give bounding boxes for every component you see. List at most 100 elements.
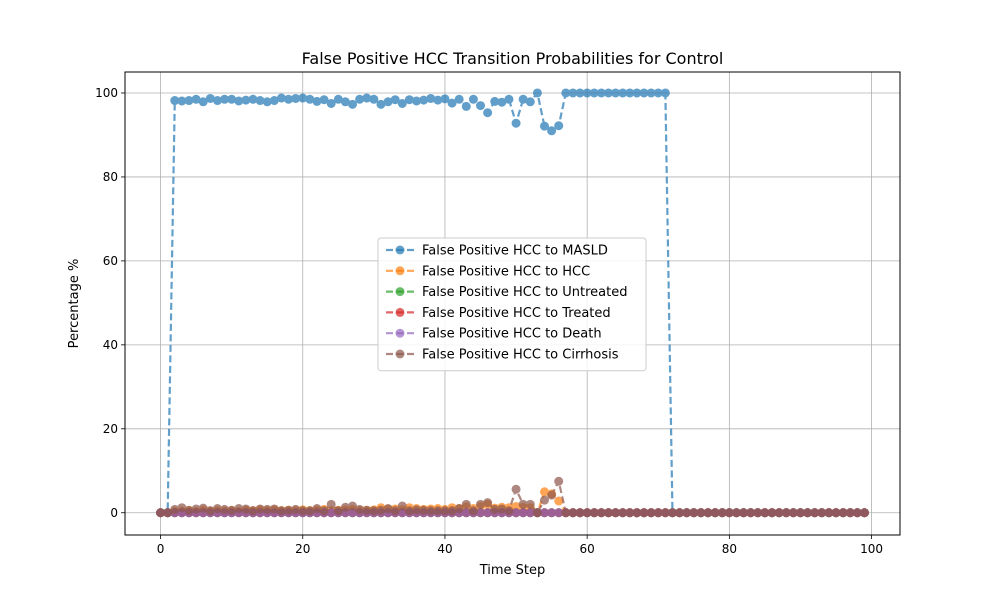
- data-point: [717, 508, 727, 518]
- x-axis-label: Time Step: [479, 563, 546, 578]
- data-point: [284, 94, 294, 104]
- data-point: [212, 96, 222, 106]
- data-point: [554, 476, 564, 486]
- data-point: [156, 508, 166, 518]
- data-point: [646, 88, 656, 98]
- data-point: [419, 505, 429, 515]
- data-point: [326, 508, 336, 518]
- data-point: [589, 88, 599, 98]
- legend-marker: [395, 328, 405, 338]
- data-point: [433, 95, 443, 105]
- data-point: [483, 508, 493, 518]
- data-point: [234, 504, 244, 514]
- data-point: [369, 506, 379, 516]
- legend-box: [377, 237, 647, 372]
- data-point: [618, 88, 628, 98]
- data-point: [340, 97, 350, 107]
- data-point: [596, 88, 606, 98]
- data-point: [170, 504, 180, 514]
- data-point: [426, 93, 436, 103]
- legend-marker: [395, 266, 405, 276]
- data-point: [795, 508, 805, 518]
- data-point: [504, 506, 514, 516]
- data-point: [191, 94, 201, 104]
- data-point: [397, 501, 407, 511]
- x-tick-label: 0: [157, 542, 165, 556]
- data-point: [454, 504, 464, 514]
- data-point: [412, 96, 422, 106]
- data-point: [163, 508, 173, 518]
- data-point: [824, 508, 834, 518]
- data-point: [760, 508, 770, 518]
- data-point: [326, 98, 336, 108]
- data-point: [326, 499, 336, 509]
- x-tick-label: 60: [580, 542, 595, 556]
- data-point: [376, 99, 386, 109]
- legend-label: False Positive HCC to Treated: [422, 306, 611, 321]
- data-point: [383, 504, 393, 514]
- data-point: [589, 508, 599, 518]
- data-point: [852, 508, 862, 518]
- data-point: [461, 508, 471, 518]
- data-point: [497, 97, 507, 107]
- legend-label: False Positive HCC to Death: [422, 327, 602, 342]
- plot-frame: [124, 71, 901, 536]
- data-point: [227, 505, 237, 515]
- data-point: [305, 506, 315, 516]
- data-point: [255, 96, 265, 106]
- data-point: [618, 508, 628, 518]
- data-point: [276, 506, 286, 516]
- data-point: [596, 508, 606, 518]
- data-point: [575, 508, 585, 518]
- data-point: [646, 508, 656, 518]
- data-point: [177, 503, 187, 513]
- data-point: [532, 508, 542, 518]
- legend-label: False Positive HCC to HCC: [422, 264, 590, 279]
- data-point: [483, 498, 493, 508]
- legend: False Positive HCC to MASLD False Positiv…: [377, 237, 647, 372]
- legend-label: False Positive HCC to Cirrhosis: [422, 348, 619, 363]
- data-point: [539, 508, 549, 518]
- data-point: [476, 499, 486, 509]
- data-point: [248, 94, 258, 104]
- data-point: [518, 94, 528, 104]
- data-point: [184, 96, 194, 106]
- data-point: [675, 508, 685, 518]
- legend-marker: [395, 287, 405, 297]
- data-point: [561, 88, 571, 98]
- data-point: [269, 504, 279, 514]
- data-point: [504, 94, 514, 104]
- data-point: [262, 97, 272, 107]
- x-tick-label: 40: [437, 542, 452, 556]
- data-point: [603, 508, 613, 518]
- data-point: [753, 508, 763, 518]
- data-point: [383, 97, 393, 107]
- y-tick-label: 80: [103, 170, 118, 184]
- data-point: [298, 93, 308, 103]
- data-point: [682, 508, 692, 518]
- data-point: [461, 499, 471, 509]
- legend-item: False Positive HCC to Death: [386, 327, 602, 342]
- data-point: [547, 126, 557, 136]
- data-point: [170, 96, 180, 106]
- legend-marker: [395, 349, 405, 359]
- y-axis-label: Percentage %: [67, 259, 82, 349]
- data-point: [276, 93, 286, 103]
- data-point: [539, 121, 549, 131]
- data-point: [831, 508, 841, 518]
- x-tick-label: 20: [295, 542, 310, 556]
- data-point: [788, 508, 798, 518]
- chart-title: False Positive HCC Transition Probabilit…: [302, 49, 724, 68]
- data-point: [724, 508, 734, 518]
- data-point: [191, 504, 201, 514]
- data-point: [781, 508, 791, 518]
- data-point: [198, 97, 208, 107]
- data-point: [355, 504, 365, 514]
- data-point: [490, 504, 500, 514]
- data-point: [582, 508, 592, 518]
- data-point: [632, 88, 642, 98]
- y-ticks: 0 20 40 60 80 100: [95, 86, 125, 520]
- data-point: [319, 95, 329, 105]
- data-point: [340, 502, 350, 512]
- data-point: [269, 96, 279, 106]
